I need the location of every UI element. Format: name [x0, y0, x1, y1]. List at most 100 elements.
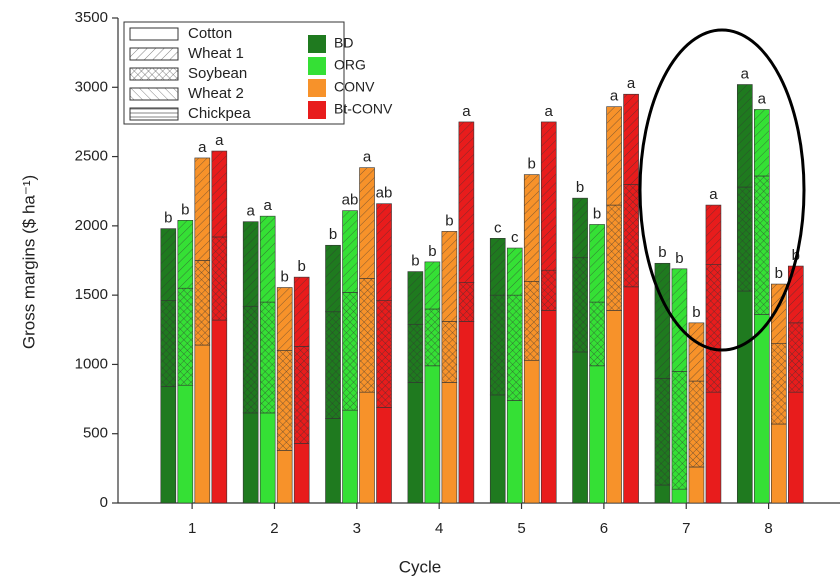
hatch	[654, 378, 670, 485]
crop-legend-label: Chickpea	[188, 105, 251, 122]
hatch	[524, 281, 540, 361]
bar-segment	[194, 344, 211, 504]
y-tick-label: 1000	[75, 355, 108, 372]
bar-segment	[359, 391, 375, 504]
y-tick-label: 3500	[75, 9, 108, 26]
hatch	[260, 302, 276, 413]
hatch	[160, 228, 176, 301]
hatch	[441, 231, 457, 322]
significance-letter: a	[758, 90, 767, 107]
hatch	[705, 205, 721, 265]
crop-legend-swatch	[129, 27, 179, 41]
significance-letter: a	[363, 149, 372, 166]
significance-letter: a	[462, 103, 471, 120]
legend-swatch	[308, 101, 326, 119]
hatch	[541, 121, 557, 271]
crop-legend-label: Soybean	[188, 65, 247, 82]
bar-segment	[523, 359, 540, 504]
crop-legend-hatch	[130, 108, 178, 120]
significance-letter: b	[775, 265, 783, 282]
hatch	[294, 277, 310, 347]
significance-letter: b	[692, 304, 700, 321]
x-tick-label: 7	[682, 520, 690, 537]
hatch	[507, 248, 523, 296]
hatch	[671, 371, 687, 490]
hatch	[524, 174, 540, 282]
y-tick-label: 1500	[75, 286, 108, 303]
bar-segment	[160, 386, 177, 504]
hatch	[623, 184, 639, 287]
crop-legend-hatch	[130, 68, 178, 80]
y-tick-label: 2000	[75, 217, 108, 234]
hatch	[407, 324, 423, 383]
significance-letter: a	[198, 139, 207, 156]
hatch	[260, 216, 276, 303]
bar-segment	[705, 391, 722, 504]
bar-segment	[293, 443, 310, 504]
crop-legend-hatch	[130, 88, 178, 100]
bar-segment	[606, 310, 622, 504]
hatch	[788, 266, 804, 323]
hatch	[623, 94, 639, 185]
hatch	[359, 278, 375, 393]
hatch	[788, 322, 804, 393]
bar-segment	[211, 319, 228, 504]
bar-segment	[589, 365, 605, 504]
y-tick-label: 0	[100, 494, 108, 511]
hatch	[211, 236, 227, 321]
significance-letter: a	[741, 65, 750, 82]
hatch	[771, 343, 787, 425]
significance-letter: a	[263, 197, 272, 214]
significance-letter: b	[528, 156, 536, 173]
significance-letter: ab	[376, 185, 393, 202]
hatch	[424, 309, 440, 366]
significance-letter: b	[658, 244, 666, 261]
legend-label: BD	[334, 35, 353, 51]
hatch	[277, 350, 293, 451]
hatch	[572, 198, 588, 258]
bar-segment	[424, 365, 441, 504]
hatch	[376, 203, 392, 301]
x-tick-label: 5	[517, 520, 525, 537]
hatch	[754, 109, 770, 176]
bar-segment	[242, 412, 259, 504]
hatch	[490, 238, 506, 296]
significance-letter: a	[215, 132, 224, 149]
hatch	[359, 167, 375, 279]
crop-legend-label: Cotton	[188, 25, 232, 42]
bar-segment	[540, 310, 557, 504]
x-tick-label: 8	[764, 520, 772, 537]
hatch	[211, 151, 227, 237]
significance-letter: b	[445, 212, 453, 229]
significance-letter: b	[428, 243, 436, 260]
hatch	[177, 288, 193, 386]
legend-swatch	[308, 35, 326, 53]
hatch	[458, 121, 474, 283]
hatch	[606, 106, 622, 206]
significance-letter: b	[576, 179, 584, 196]
hatch	[194, 157, 210, 261]
hatch	[671, 268, 687, 372]
x-tick-label: 2	[270, 520, 278, 537]
significance-letter: b	[164, 210, 172, 227]
significance-letter: b	[181, 201, 189, 218]
bar-segment	[342, 409, 358, 504]
bar-segment	[572, 351, 588, 504]
significance-letter: a	[627, 75, 636, 92]
hatch	[243, 221, 259, 307]
hatch	[407, 271, 423, 325]
significance-letter: b	[411, 253, 419, 270]
hatch	[441, 321, 457, 383]
bar-segment	[177, 384, 194, 504]
significance-letter: c	[494, 219, 502, 236]
hatch	[606, 205, 622, 311]
legend-label: Bt-CONV	[334, 101, 393, 117]
bar-segment	[276, 450, 293, 504]
y-tick-label: 500	[83, 425, 108, 442]
bar-segment	[623, 286, 639, 504]
hatch	[277, 287, 293, 351]
hatch	[541, 270, 557, 311]
hatch	[177, 220, 193, 289]
hatch	[194, 260, 210, 346]
